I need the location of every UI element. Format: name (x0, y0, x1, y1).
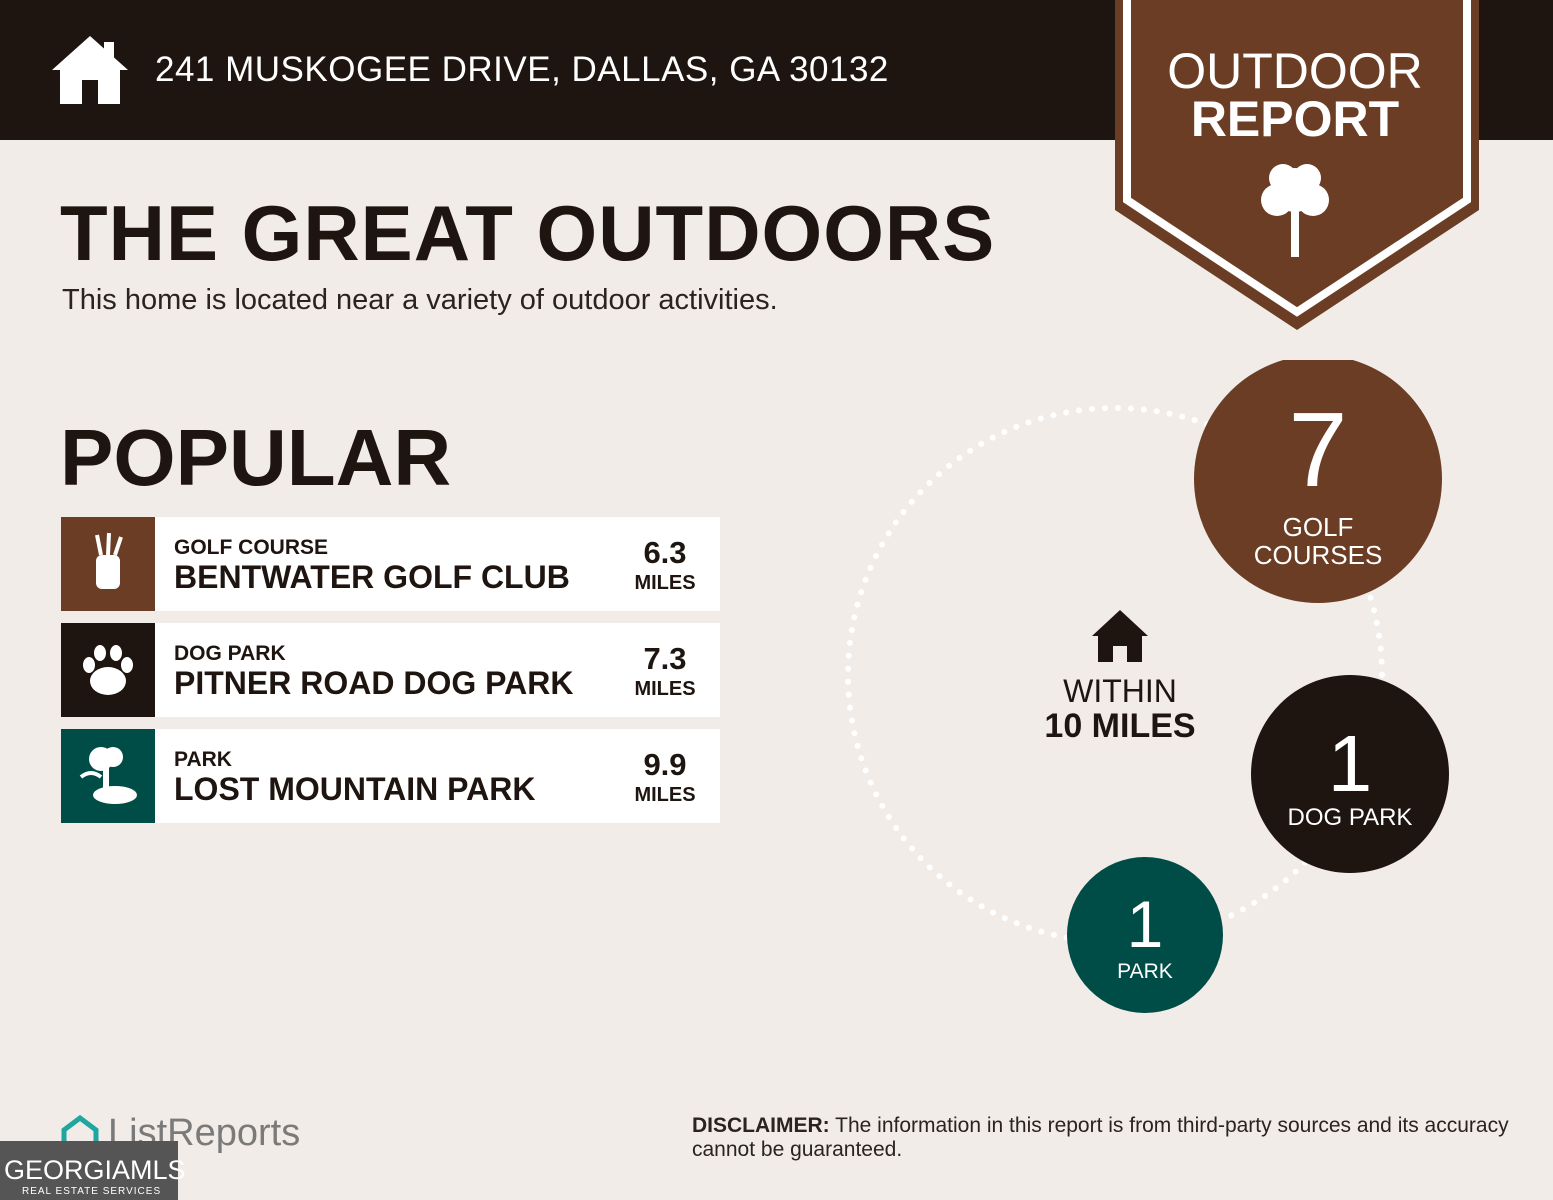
radius-value: 10 MILES (1044, 707, 1196, 745)
item-row: DOG PARK PITNER ROAD DOG PARK 7.3 MILES (61, 623, 720, 717)
count-label: DOG PARK (1287, 804, 1413, 831)
item-name: LOST MOUNTAIN PARK (174, 771, 536, 807)
mls-name: GEORGIAMLS (4, 1155, 186, 1185)
disclaimer-text: The information in this report is from t… (692, 1114, 1509, 1161)
address: 241 MUSKOGEE DRIVE, DALLAS, GA 30132 (155, 50, 889, 89)
item-name: BENTWATER GOLF CLUB (174, 559, 570, 595)
radius-graphic (845, 360, 1449, 1013)
item-unit: MILES (634, 572, 696, 594)
radius-label: WITHIN (1063, 673, 1177, 709)
item-distance: 9.9 (643, 747, 687, 782)
item-row: PARK LOST MOUNTAIN PARK 9.9 MILES (61, 729, 720, 823)
paw-icon (61, 623, 155, 717)
item-row: GOLF COURSE BENTWATER GOLF CLUB 6.3 MILE… (61, 517, 720, 611)
item-unit: MILES (634, 784, 696, 806)
park-icon (61, 729, 155, 823)
count-number: 7 (1288, 391, 1348, 509)
badge-line1: OUTDOOR (1167, 43, 1423, 99)
item-category: PARK (174, 748, 232, 771)
badge (1115, 0, 1479, 330)
mls-logo: GEORGIAMLS REAL ESTATE SERVICES (0, 1141, 186, 1200)
subtitle: This home is located near a variety of o… (62, 284, 778, 316)
item-category: DOG PARK (174, 642, 286, 665)
title: THE GREAT OUTDOORS (60, 189, 996, 277)
item-distance: 7.3 (643, 641, 687, 676)
item-name: PITNER ROAD DOG PARK (174, 665, 574, 701)
count-label: PARK (1117, 960, 1173, 983)
count-label: GOLF (1282, 512, 1354, 542)
item-category: GOLF COURSE (174, 536, 329, 559)
badge-line2: REPORT (1190, 91, 1400, 147)
home-icon (52, 36, 128, 104)
count-label: COURSES (1253, 540, 1383, 570)
item-unit: MILES (634, 678, 696, 700)
item-distance: 6.3 (643, 535, 687, 570)
disclaimer: DISCLAIMER: The information in this repo… (692, 1114, 1512, 1162)
golf-icon (61, 517, 155, 611)
count-number: 1 (1327, 719, 1373, 808)
disclaimer-label: DISCLAIMER: (692, 1114, 830, 1137)
section-title: POPULAR (60, 413, 452, 502)
mls-sub: REAL ESTATE SERVICES (22, 1186, 162, 1197)
count-number: 1 (1126, 887, 1164, 961)
